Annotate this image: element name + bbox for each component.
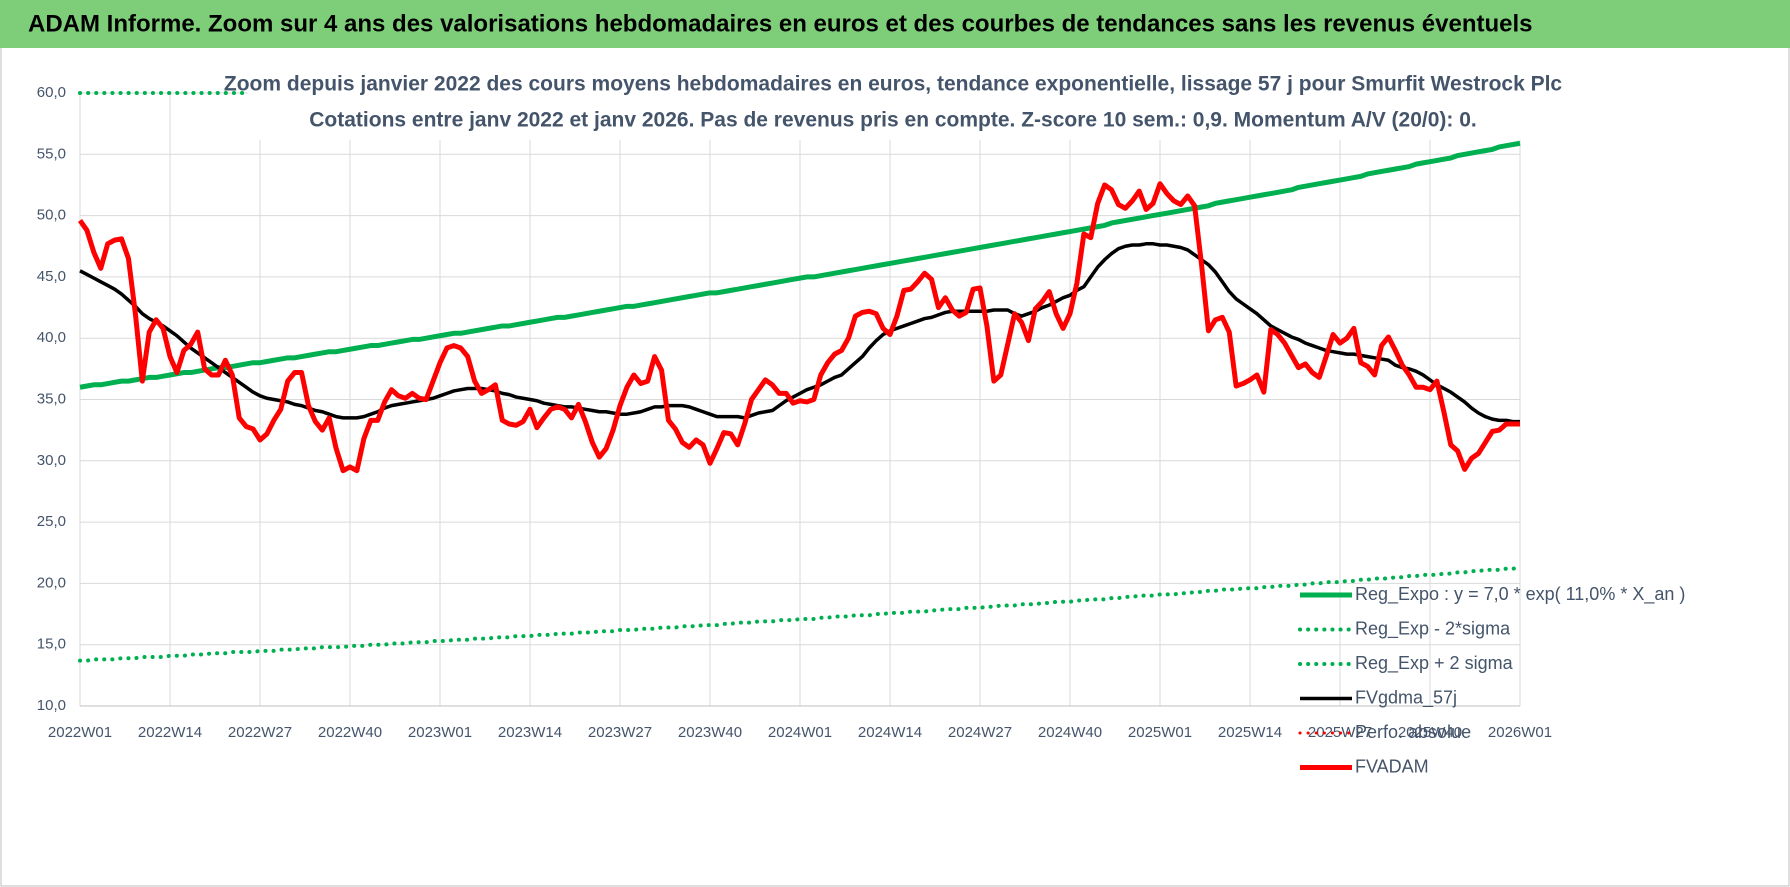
x-tick-label: 2023W40 bbox=[678, 724, 742, 741]
x-tick-label: 2024W27 bbox=[948, 724, 1012, 741]
legend-label: FVgdma_57j bbox=[1355, 687, 1457, 708]
y-tick-label: 30,0 bbox=[37, 452, 66, 469]
legend-label: Reg_Expo : y = 7,0 * exp( 11,0% * X_an ) bbox=[1355, 584, 1685, 605]
series-line bbox=[79, 242, 1520, 424]
y-tick-label: 35,0 bbox=[37, 390, 66, 407]
x-tick-label: 2025W40 bbox=[1398, 724, 1462, 741]
legend: Reg_Expo : y = 7,0 * exp( 11,0% * X_an )… bbox=[1298, 584, 1685, 776]
legend-label: Reg_Exp - 2*sigma bbox=[1355, 618, 1511, 639]
x-tick-label: 2022W01 bbox=[48, 724, 112, 741]
header-bar bbox=[0, 0, 1790, 48]
x-tick-label: 2026W01 bbox=[1488, 724, 1552, 741]
x-tick-label: 2023W27 bbox=[588, 724, 652, 741]
x-tick-label: 2024W40 bbox=[1038, 724, 1102, 741]
x-tick-label: 2025W14 bbox=[1218, 724, 1282, 741]
x-tick-label: 2022W14 bbox=[138, 724, 202, 741]
y-tick-label: 45,0 bbox=[37, 268, 66, 285]
series-line bbox=[78, 181, 1520, 474]
x-tick-label: 2023W14 bbox=[498, 724, 562, 741]
x-tick-label: 2024W14 bbox=[858, 724, 922, 741]
x-tick-label: 2025W01 bbox=[1128, 724, 1192, 741]
x-tick-label: 2023W01 bbox=[408, 724, 472, 741]
series-line bbox=[78, 565, 1522, 663]
x-tick-label: 2022W40 bbox=[318, 724, 382, 741]
x-tick-label: 2024W01 bbox=[768, 724, 832, 741]
chart-subtitle: Cotations entre janv 2022 et janv 2026. … bbox=[309, 109, 1477, 132]
x-tick-label: 2022W27 bbox=[228, 724, 292, 741]
y-tick-label: 20,0 bbox=[37, 574, 66, 591]
y-tick-label: 40,0 bbox=[37, 329, 66, 346]
series-line bbox=[79, 140, 1521, 390]
y-tick-label: 25,0 bbox=[37, 513, 66, 530]
chart-title: Zoom depuis janvier 2022 des cours moyen… bbox=[224, 73, 1563, 96]
title-background bbox=[248, 62, 1538, 140]
header-title: ADAM Informe. Zoom sur 4 ans des valoris… bbox=[28, 10, 1533, 37]
legend-label: FVADAM bbox=[1355, 756, 1429, 776]
legend-label: Perfo. absolue bbox=[1355, 722, 1471, 742]
y-tick-label: 60,0 bbox=[37, 84, 66, 101]
y-tick-label: 55,0 bbox=[37, 145, 66, 162]
y-tick-label: 50,0 bbox=[37, 207, 66, 224]
legend-label: Reg_Exp + 2 sigma bbox=[1355, 653, 1514, 674]
y-tick-label: 10,0 bbox=[37, 697, 66, 714]
y-tick-label: 15,0 bbox=[37, 636, 66, 653]
